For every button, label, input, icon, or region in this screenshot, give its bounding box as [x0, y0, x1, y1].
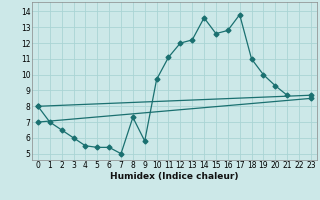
X-axis label: Humidex (Indice chaleur): Humidex (Indice chaleur)	[110, 172, 239, 181]
